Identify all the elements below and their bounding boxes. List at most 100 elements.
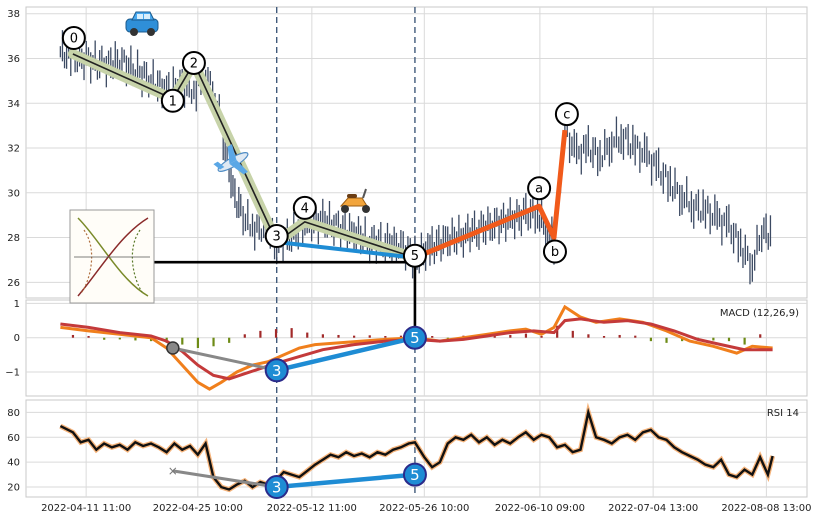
divergence-label-circle — [264, 475, 289, 500]
macd-histogram-bar — [727, 337, 731, 342]
macd-histogram-bar — [399, 335, 403, 338]
y-tick-label: 26 — [7, 278, 20, 289]
macd-histogram-bar — [290, 328, 293, 338]
annotation-layer: 0 1 2 3 4 5 a b c 3 5 × 3 5 — [61, 11, 579, 500]
y-tick-label: 28 — [7, 233, 20, 244]
x-tick-label: 2022-05-12 11:00 — [267, 503, 357, 514]
y-tick-label: −1 — [5, 368, 20, 379]
panel-label: MACD (12,26,9) — [720, 308, 799, 319]
divergence-label: 3 — [272, 479, 282, 497]
macd-histogram-bar — [103, 337, 106, 340]
y-tick-label: 0 — [14, 333, 20, 344]
rsi-panel — [59, 402, 776, 493]
macd-histogram-bar — [321, 334, 324, 338]
macd-histogram-bar — [681, 337, 684, 342]
wave-label: 0 — [70, 32, 78, 47]
divergence-label: 5 — [410, 466, 420, 484]
macd-histogram-bar — [712, 337, 715, 341]
wave-label: 1 — [169, 94, 177, 109]
abc-label-circle — [527, 176, 552, 201]
panel-label: RSI 14 — [767, 408, 799, 419]
x-tick-label: 2022-04-25 10:00 — [153, 503, 243, 514]
abc-correction-line — [413, 129, 568, 261]
x-tick-label: 2022-08-08 13:00 — [721, 503, 811, 514]
macd-histogram-bar — [306, 332, 309, 338]
divergence-line — [276, 472, 416, 490]
car-window — [137, 14, 143, 19]
wave-label: 2 — [190, 56, 198, 71]
macd-histogram-bar — [274, 329, 278, 338]
rsi-line — [59, 407, 774, 491]
scooter-wheel — [362, 205, 370, 213]
abc-label: c — [563, 108, 570, 123]
divergence-label-circle — [402, 462, 427, 487]
y-tick-label: 32 — [7, 144, 20, 155]
wave-label-circle — [160, 88, 185, 113]
y-tick-label: 20 — [7, 483, 20, 494]
macd-histogram-bar — [259, 330, 262, 338]
y-tick-label: 60 — [7, 433, 20, 444]
macd-histogram-bar — [212, 337, 215, 347]
scooter-handle — [362, 188, 367, 199]
divergence-label: 3 — [272, 362, 282, 380]
y-tick-label: 80 — [7, 408, 20, 419]
car-icon — [125, 11, 159, 36]
inset-curve — [77, 217, 149, 297]
divergence-connector — [172, 346, 278, 372]
x-tick-label: 2022-07-04 13:00 — [608, 503, 698, 514]
divergence-start-dot — [166, 341, 180, 355]
inset-curve — [77, 217, 149, 297]
y-tick-label: 40 — [7, 458, 20, 469]
wave-label-circle — [292, 195, 317, 220]
macd-histogram-bar — [618, 334, 621, 338]
macd-histogram-bar — [587, 334, 590, 338]
y-tick-label: 1 — [14, 299, 20, 310]
divergence-label-circle — [402, 325, 427, 350]
wave-label-circle — [402, 243, 427, 268]
macd-histogram-bar — [71, 334, 75, 338]
macd-histogram-bar — [368, 335, 371, 338]
macd-histogram-bar — [181, 337, 184, 345]
divergence-label: 5 — [410, 329, 420, 347]
inset-chart-icon — [69, 209, 155, 304]
car-wheel — [147, 28, 155, 36]
plane-wing — [227, 144, 237, 164]
plane-wing — [229, 160, 248, 175]
car-wheel — [130, 28, 138, 36]
macd-histogram-bar — [384, 336, 387, 338]
scooter-body — [339, 197, 368, 207]
abc-label-circle — [554, 102, 579, 127]
inset-curve — [131, 229, 143, 293]
car-window — [144, 14, 150, 19]
macd-histogram-bar — [649, 337, 652, 342]
y-tick-label: 30 — [7, 188, 20, 199]
airplane-icon — [213, 144, 249, 175]
wave-label-circle — [181, 50, 206, 75]
y-tick-label: 34 — [7, 99, 20, 110]
macd-histogram-bar — [228, 337, 231, 343]
scooter-wheel — [341, 205, 349, 213]
macd-histogram-bar — [556, 325, 559, 338]
macd-histogram-bar — [337, 334, 340, 338]
macd-histogram-bar — [665, 337, 668, 343]
inset-curve — [81, 229, 93, 293]
macd-histogram-bar — [571, 330, 574, 338]
wave-label: 4 — [301, 201, 309, 216]
macd-histogram-bar — [509, 334, 512, 338]
abc-label: a — [535, 182, 543, 197]
macd-histogram-bar — [540, 336, 543, 338]
wave-3-5-line — [276, 240, 416, 260]
macd-histogram-bar — [243, 334, 246, 338]
x-tick-label: 2022-05-26 10:00 — [379, 503, 469, 514]
divergence-start-marker: × — [168, 464, 178, 478]
macd-histogram-bar — [196, 337, 200, 348]
wave-label-circle — [61, 26, 86, 51]
x-tick-label: 2022-04-11 11:00 — [41, 503, 131, 514]
macd-histogram-bar — [524, 333, 528, 338]
wave-label-circle — [264, 224, 289, 249]
macd-histogram-bar — [134, 337, 137, 341]
macd-histogram-bar — [87, 336, 90, 338]
